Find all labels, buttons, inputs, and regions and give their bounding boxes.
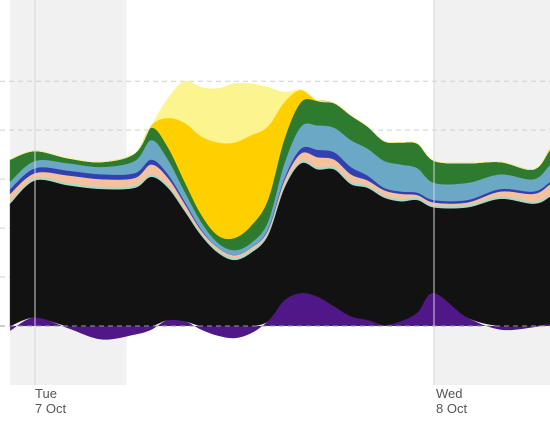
x-tick-date-tue: 7 Oct xyxy=(35,401,66,416)
area-series xyxy=(9,80,550,340)
x-tick-date-wed: 8 Oct xyxy=(436,401,467,416)
area-series-7 xyxy=(10,80,550,170)
x-axis: Tue 7 Oct Wed 8 Oct xyxy=(34,0,467,416)
x-tick-day-tue: Tue xyxy=(35,386,57,401)
x-tick-day-wed: Wed xyxy=(436,386,463,401)
area-baseline xyxy=(10,292,550,340)
